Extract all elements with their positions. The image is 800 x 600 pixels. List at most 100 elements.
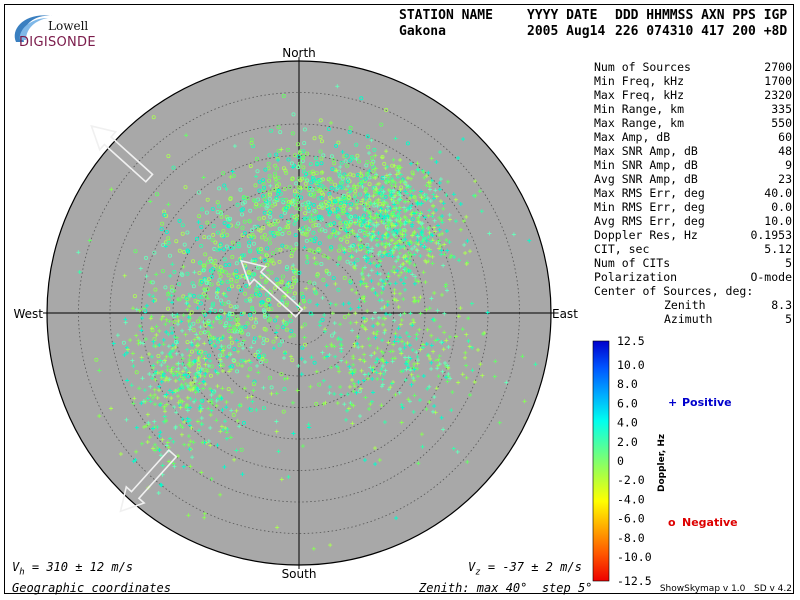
source-point-negative xyxy=(290,177,295,182)
source-point-negative xyxy=(201,310,206,315)
source-point-negative xyxy=(369,155,374,160)
source-point-negative xyxy=(257,188,262,193)
source-point-positive xyxy=(438,199,443,204)
source-point-positive xyxy=(150,376,155,381)
source-point-negative xyxy=(278,191,283,196)
source-point-positive xyxy=(396,305,401,310)
source-point-positive xyxy=(324,283,329,288)
source-point-negative xyxy=(249,277,254,282)
source-point-positive xyxy=(369,278,374,283)
source-point-positive xyxy=(412,362,417,367)
source-point-positive xyxy=(376,231,381,236)
source-point-negative xyxy=(297,161,302,166)
source-point-positive xyxy=(221,334,226,339)
doppler-colorbar xyxy=(592,340,610,582)
source-point-positive xyxy=(149,326,154,331)
source-point-positive xyxy=(199,422,204,427)
source-point-positive xyxy=(222,311,227,316)
figure-frame xyxy=(4,4,794,594)
source-point-positive xyxy=(392,202,397,207)
source-point-negative xyxy=(273,230,278,235)
source-point-negative xyxy=(191,328,196,333)
source-point-positive xyxy=(457,258,461,263)
source-point-negative xyxy=(357,219,362,224)
source-point-negative xyxy=(267,192,272,197)
source-point-positive xyxy=(203,371,208,376)
source-point-positive xyxy=(418,202,423,207)
source-point-positive xyxy=(214,403,219,408)
source-point-negative xyxy=(205,260,210,265)
source-point-positive xyxy=(308,384,313,389)
source-point-positive xyxy=(373,166,378,171)
source-point-positive xyxy=(142,425,146,430)
source-point-negative xyxy=(199,294,204,299)
source-point-positive xyxy=(345,233,350,237)
direction-north: North xyxy=(282,46,316,60)
source-point-positive xyxy=(445,379,450,384)
source-point-negative xyxy=(228,223,233,228)
source-point-negative xyxy=(266,161,271,166)
source-point-positive xyxy=(193,372,198,377)
source-point-negative xyxy=(254,202,259,207)
source-point-positive xyxy=(184,367,189,372)
source-point-positive xyxy=(168,436,173,441)
source-point-positive xyxy=(202,341,207,346)
source-point-negative xyxy=(291,281,296,286)
source-point-positive xyxy=(201,320,206,325)
source-point-negative xyxy=(278,130,283,135)
source-point-positive xyxy=(442,311,447,316)
source-point-negative xyxy=(284,244,289,249)
stat-label: Min RMS Err, deg xyxy=(594,200,705,214)
stat-value: 48 xyxy=(778,144,792,158)
source-point-positive xyxy=(473,179,478,184)
source-point-positive xyxy=(354,157,359,161)
source-point-negative xyxy=(312,208,317,213)
vh-subscript: h xyxy=(19,567,25,578)
source-point-positive xyxy=(147,435,152,440)
source-point-positive xyxy=(374,211,379,216)
source-point-positive xyxy=(441,206,446,211)
source-point-positive xyxy=(421,270,426,275)
source-point-negative xyxy=(225,279,230,284)
source-point-negative xyxy=(240,225,245,230)
colorbar-tick-label: -8.0 xyxy=(617,531,645,545)
source-point-positive xyxy=(338,322,343,327)
source-point-negative xyxy=(319,261,324,266)
source-point-positive xyxy=(415,366,420,371)
source-point-negative xyxy=(369,161,374,166)
source-point-positive xyxy=(393,281,398,286)
stat-value: 40.0 xyxy=(764,186,792,200)
source-point-positive xyxy=(395,213,400,218)
source-point-positive xyxy=(193,359,198,363)
source-point-positive xyxy=(198,403,203,408)
source-point-negative xyxy=(323,229,328,234)
source-point-negative xyxy=(161,242,166,247)
source-point-positive xyxy=(527,238,532,243)
source-point-positive xyxy=(445,363,450,368)
source-point-positive xyxy=(358,414,362,419)
source-point-negative xyxy=(251,382,256,387)
source-point-positive xyxy=(139,441,144,446)
source-point-positive xyxy=(336,336,341,341)
source-point-positive xyxy=(383,368,388,373)
source-point-positive xyxy=(224,405,229,410)
source-point-positive xyxy=(449,408,454,413)
source-point-positive xyxy=(341,246,346,251)
source-point-negative xyxy=(355,257,360,262)
source-point-negative xyxy=(249,316,254,321)
source-point-positive xyxy=(170,331,175,335)
source-point-positive xyxy=(451,192,456,197)
source-point-positive xyxy=(416,242,421,247)
source-point-negative xyxy=(199,279,204,284)
source-point-negative xyxy=(321,185,326,190)
source-point-positive xyxy=(304,286,309,291)
legend-symbol: o xyxy=(668,516,676,529)
source-point-positive xyxy=(225,354,230,359)
source-point-positive xyxy=(187,358,192,362)
source-point-negative xyxy=(313,236,318,241)
source-point-positive xyxy=(390,176,395,181)
source-point-positive xyxy=(151,299,156,303)
source-point-negative xyxy=(319,156,324,161)
source-point-negative xyxy=(319,195,324,200)
source-point-positive xyxy=(230,390,234,395)
